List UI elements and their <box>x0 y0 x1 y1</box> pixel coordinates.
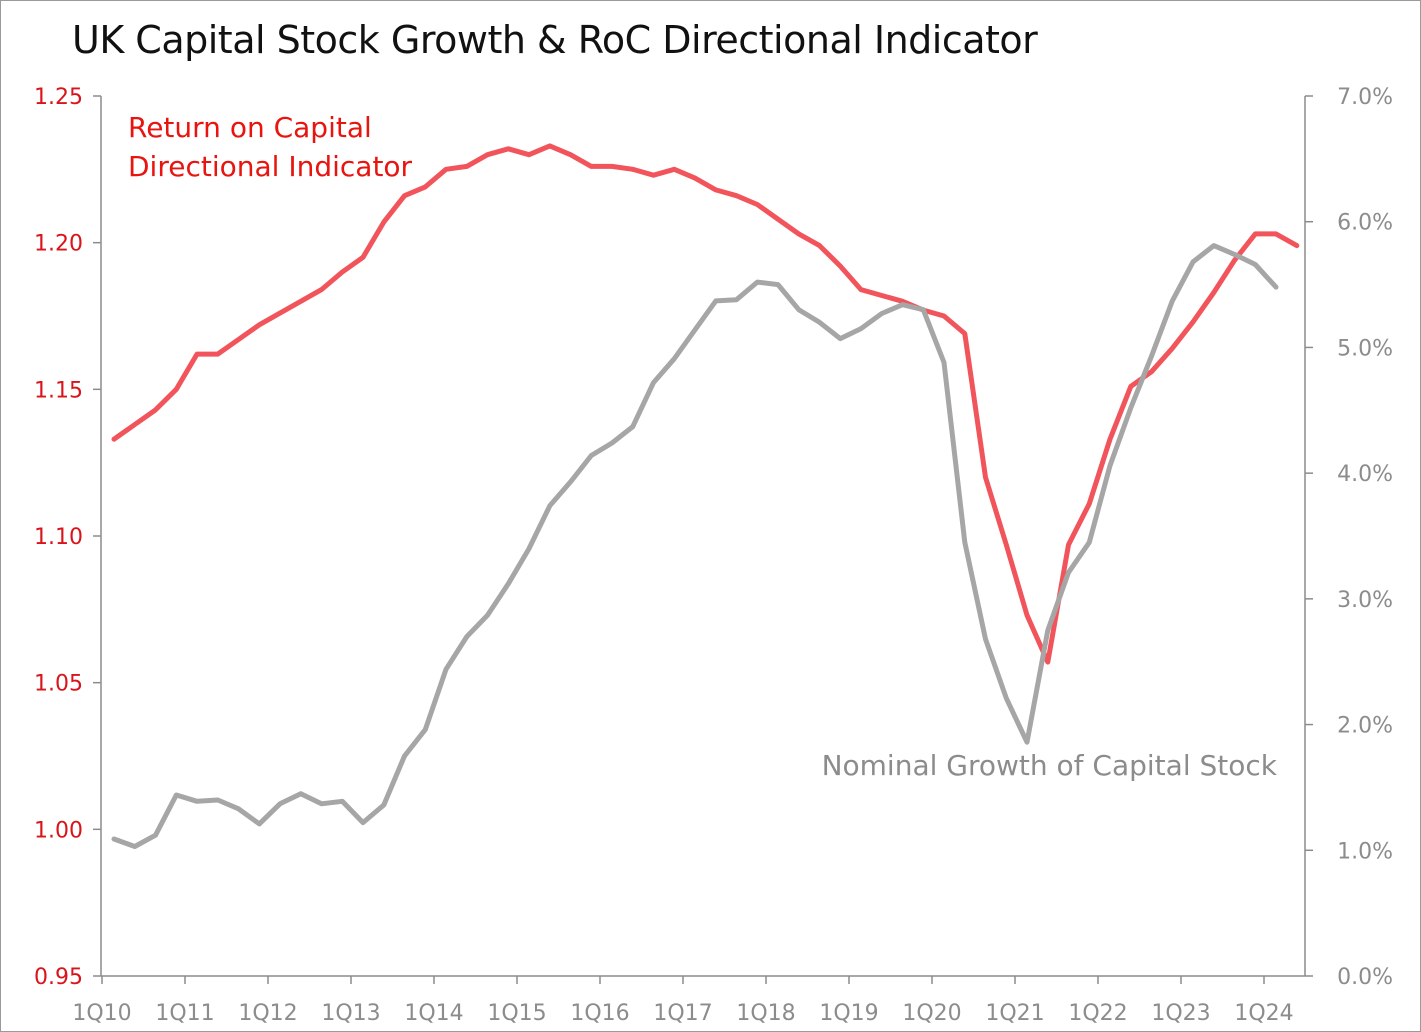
left-tick-label: 1.00 <box>34 818 83 843</box>
x-tick-label: 1Q24 <box>1234 1001 1293 1026</box>
x-tick-label: 1Q13 <box>321 1001 380 1026</box>
x-tick-label: 1Q20 <box>902 1001 961 1026</box>
right-tick-label: 4.0% <box>1337 462 1393 487</box>
left-tick-label: 0.95 <box>34 965 83 990</box>
x-tick-label: 1Q15 <box>487 1001 546 1026</box>
x-tick-label: 1Q17 <box>653 1001 712 1026</box>
x-tick-label: 1Q11 <box>155 1001 214 1026</box>
right-tick-label: 2.0% <box>1337 714 1393 739</box>
x-tick-label: 1Q10 <box>72 1001 131 1026</box>
x-tick-label: 1Q22 <box>1068 1001 1127 1026</box>
capital-stock-series-label: Nominal Growth of Capital Stock <box>822 749 1278 782</box>
roc-series-label-line1: Return on Capital <box>128 111 372 144</box>
left-tick-label: 1.10 <box>34 525 83 550</box>
x-tick-label: 1Q23 <box>1151 1001 1210 1026</box>
right-tick-label: 0.0% <box>1337 965 1393 990</box>
capital-stock-growth-line <box>111 243 1279 849</box>
x-tick-label: 1Q19 <box>819 1001 878 1026</box>
x-tick-label: 1Q18 <box>736 1001 795 1026</box>
roc-indicator-line <box>111 143 1300 665</box>
left-tick-label: 1.20 <box>34 232 83 257</box>
x-tick-label: 1Q21 <box>985 1001 1044 1026</box>
left-tick-label: 1.15 <box>34 378 83 403</box>
right-tick-label: 3.0% <box>1337 588 1393 613</box>
right-tick-label: 1.0% <box>1337 839 1393 864</box>
roc-series-label-line2: Directional Indicator <box>128 150 413 183</box>
right-tick-label: 5.0% <box>1337 336 1393 361</box>
x-tick-label: 1Q16 <box>570 1001 629 1026</box>
left-tick-label: 1.05 <box>34 672 83 697</box>
x-tick-label: 1Q12 <box>238 1001 297 1026</box>
right-tick-label: 7.0% <box>1337 85 1393 110</box>
right-tick-label: 6.0% <box>1337 211 1393 236</box>
left-tick-label: 1.25 <box>34 85 83 110</box>
chart-title: UK Capital Stock Growth & RoC Directiona… <box>72 18 1038 62</box>
x-tick-label: 1Q14 <box>404 1001 463 1026</box>
